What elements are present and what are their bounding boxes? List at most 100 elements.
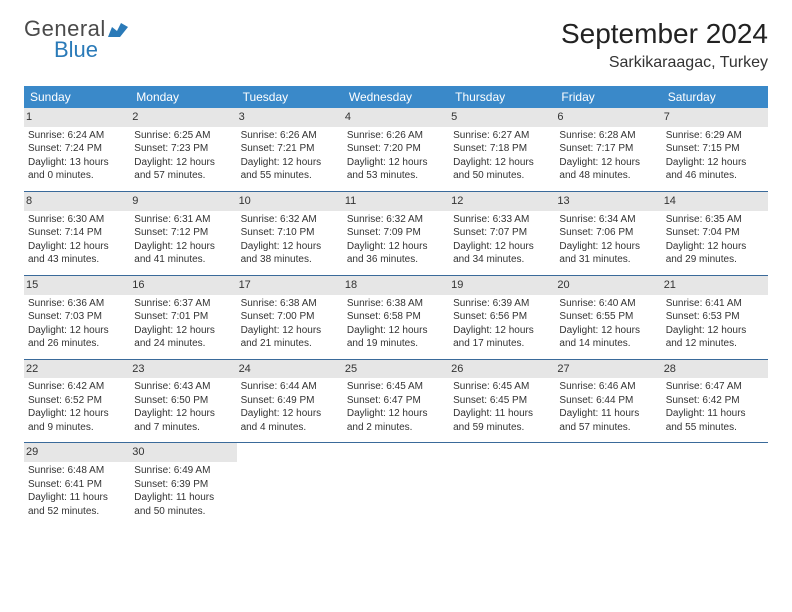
sunset-line: Sunset: 7:00 PM: [241, 310, 339, 324]
sunrise-line: Sunrise: 6:28 AM: [559, 129, 657, 143]
sunrise-line: Sunrise: 6:44 AM: [241, 380, 339, 394]
day-cell: [449, 443, 555, 526]
sunset-line: Sunset: 7:01 PM: [134, 310, 232, 324]
day-cell: 6Sunrise: 6:28 AMSunset: 7:17 PMDaylight…: [555, 108, 661, 191]
sunset-line: Sunset: 7:09 PM: [347, 226, 445, 240]
sunset-line: Sunset: 7:14 PM: [28, 226, 126, 240]
daylight-line: Daylight: 12 hours and 2 minutes.: [347, 407, 445, 434]
day-cell: 26Sunrise: 6:45 AMSunset: 6:45 PMDayligh…: [449, 360, 555, 443]
sunrise-line: Sunrise: 6:38 AM: [347, 297, 445, 311]
day-cell: [555, 443, 661, 526]
day-cell: 12Sunrise: 6:33 AMSunset: 7:07 PMDayligh…: [449, 192, 555, 275]
sunrise-line: Sunrise: 6:39 AM: [453, 297, 551, 311]
daylight-line: Daylight: 12 hours and 43 minutes.: [28, 240, 126, 267]
sunset-line: Sunset: 7:07 PM: [453, 226, 551, 240]
sunrise-line: Sunrise: 6:35 AM: [666, 213, 764, 227]
sunrise-line: Sunrise: 6:34 AM: [559, 213, 657, 227]
day-number: 25: [343, 360, 449, 379]
day-cell: 9Sunrise: 6:31 AMSunset: 7:12 PMDaylight…: [130, 192, 236, 275]
sunset-line: Sunset: 7:06 PM: [559, 226, 657, 240]
col-thursday: Thursday: [449, 86, 555, 108]
day-cell: 15Sunrise: 6:36 AMSunset: 7:03 PMDayligh…: [24, 276, 130, 359]
day-number: 18: [343, 276, 449, 295]
col-friday: Friday: [555, 86, 661, 108]
day-cell: 21Sunrise: 6:41 AMSunset: 6:53 PMDayligh…: [662, 276, 768, 359]
daylight-line: Daylight: 12 hours and 21 minutes.: [241, 324, 339, 351]
day-cell: 25Sunrise: 6:45 AMSunset: 6:47 PMDayligh…: [343, 360, 449, 443]
day-number: 17: [237, 276, 343, 295]
logo-line2: Blue: [24, 39, 128, 61]
sunset-line: Sunset: 6:44 PM: [559, 394, 657, 408]
sunset-line: Sunset: 6:45 PM: [453, 394, 551, 408]
day-number: 24: [237, 360, 343, 379]
day-cell: [662, 443, 768, 526]
sunset-line: Sunset: 6:49 PM: [241, 394, 339, 408]
daylight-line: Daylight: 12 hours and 55 minutes.: [241, 156, 339, 183]
day-cell: 20Sunrise: 6:40 AMSunset: 6:55 PMDayligh…: [555, 276, 661, 359]
week-row: 1Sunrise: 6:24 AMSunset: 7:24 PMDaylight…: [24, 108, 768, 192]
day-cell: 19Sunrise: 6:39 AMSunset: 6:56 PMDayligh…: [449, 276, 555, 359]
sunset-line: Sunset: 7:04 PM: [666, 226, 764, 240]
sunrise-line: Sunrise: 6:26 AM: [241, 129, 339, 143]
day-number: 20: [555, 276, 661, 295]
day-number: 15: [24, 276, 130, 295]
sunrise-line: Sunrise: 6:45 AM: [453, 380, 551, 394]
daylight-line: Daylight: 12 hours and 57 minutes.: [134, 156, 232, 183]
week-row: 29Sunrise: 6:48 AMSunset: 6:41 PMDayligh…: [24, 443, 768, 526]
sunset-line: Sunset: 7:17 PM: [559, 142, 657, 156]
day-number: 5: [449, 108, 555, 127]
day-cell: 10Sunrise: 6:32 AMSunset: 7:10 PMDayligh…: [237, 192, 343, 275]
daylight-line: Daylight: 12 hours and 50 minutes.: [453, 156, 551, 183]
sunrise-line: Sunrise: 6:32 AM: [241, 213, 339, 227]
day-cell: 1Sunrise: 6:24 AMSunset: 7:24 PMDaylight…: [24, 108, 130, 191]
sunrise-line: Sunrise: 6:26 AM: [347, 129, 445, 143]
sunrise-line: Sunrise: 6:45 AM: [347, 380, 445, 394]
day-number: 4: [343, 108, 449, 127]
daylight-line: Daylight: 12 hours and 7 minutes.: [134, 407, 232, 434]
day-number: 27: [555, 360, 661, 379]
sunset-line: Sunset: 6:58 PM: [347, 310, 445, 324]
sunset-line: Sunset: 6:42 PM: [666, 394, 764, 408]
day-cell: 24Sunrise: 6:44 AMSunset: 6:49 PMDayligh…: [237, 360, 343, 443]
sunset-line: Sunset: 7:21 PM: [241, 142, 339, 156]
day-cell: 14Sunrise: 6:35 AMSunset: 7:04 PMDayligh…: [662, 192, 768, 275]
header: General Blue September 2024 Sarkikaraaga…: [24, 18, 768, 72]
sunset-line: Sunset: 6:53 PM: [666, 310, 764, 324]
day-cell: 13Sunrise: 6:34 AMSunset: 7:06 PMDayligh…: [555, 192, 661, 275]
daylight-line: Daylight: 12 hours and 48 minutes.: [559, 156, 657, 183]
day-number: 30: [130, 443, 236, 462]
day-number: 2: [130, 108, 236, 127]
day-cell: 29Sunrise: 6:48 AMSunset: 6:41 PMDayligh…: [24, 443, 130, 526]
day-cell: 22Sunrise: 6:42 AMSunset: 6:52 PMDayligh…: [24, 360, 130, 443]
day-cell: 27Sunrise: 6:46 AMSunset: 6:44 PMDayligh…: [555, 360, 661, 443]
sunset-line: Sunset: 6:52 PM: [28, 394, 126, 408]
daylight-line: Daylight: 12 hours and 19 minutes.: [347, 324, 445, 351]
day-number: 23: [130, 360, 236, 379]
daylight-line: Daylight: 12 hours and 41 minutes.: [134, 240, 232, 267]
day-number: 1: [24, 108, 130, 127]
sunset-line: Sunset: 6:41 PM: [28, 478, 126, 492]
col-sunday: Sunday: [24, 86, 130, 108]
daylight-line: Daylight: 11 hours and 52 minutes.: [28, 491, 126, 518]
daylight-line: Daylight: 12 hours and 26 minutes.: [28, 324, 126, 351]
day-cell: 2Sunrise: 6:25 AMSunset: 7:23 PMDaylight…: [130, 108, 236, 191]
day-number: 26: [449, 360, 555, 379]
day-number: 29: [24, 443, 130, 462]
sunrise-line: Sunrise: 6:37 AM: [134, 297, 232, 311]
day-number: 7: [662, 108, 768, 127]
sunrise-line: Sunrise: 6:29 AM: [666, 129, 764, 143]
day-number: 22: [24, 360, 130, 379]
daylight-line: Daylight: 12 hours and 53 minutes.: [347, 156, 445, 183]
daylight-line: Daylight: 11 hours and 57 minutes.: [559, 407, 657, 434]
sunset-line: Sunset: 6:55 PM: [559, 310, 657, 324]
daylight-line: Daylight: 12 hours and 4 minutes.: [241, 407, 339, 434]
col-wednesday: Wednesday: [343, 86, 449, 108]
daylight-line: Daylight: 12 hours and 17 minutes.: [453, 324, 551, 351]
sunrise-line: Sunrise: 6:42 AM: [28, 380, 126, 394]
daylight-line: Daylight: 12 hours and 34 minutes.: [453, 240, 551, 267]
day-cell: 3Sunrise: 6:26 AMSunset: 7:21 PMDaylight…: [237, 108, 343, 191]
day-cell: 28Sunrise: 6:47 AMSunset: 6:42 PMDayligh…: [662, 360, 768, 443]
sunrise-line: Sunrise: 6:25 AM: [134, 129, 232, 143]
daylight-line: Daylight: 12 hours and 9 minutes.: [28, 407, 126, 434]
sunrise-line: Sunrise: 6:49 AM: [134, 464, 232, 478]
